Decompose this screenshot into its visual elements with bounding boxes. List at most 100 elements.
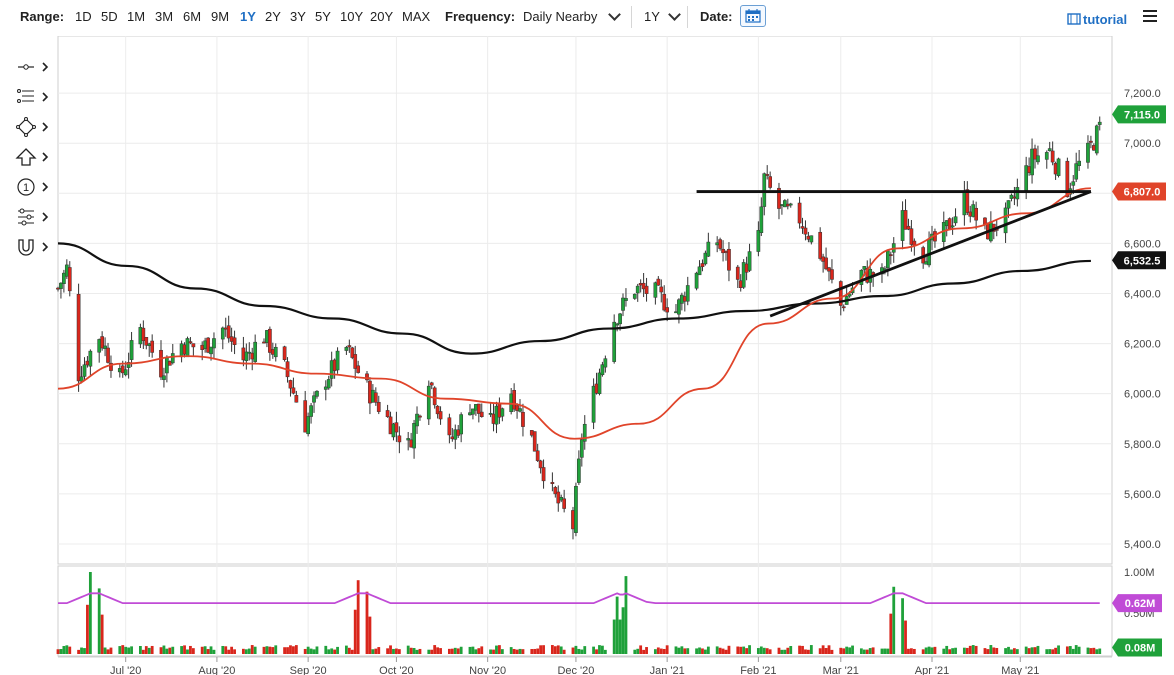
volume-bar-up: [559, 646, 563, 654]
volume-bar-down: [409, 647, 413, 654]
volume-bar-up: [509, 647, 513, 654]
range-button-3y[interactable]: 3Y: [290, 9, 306, 24]
price-badge-label: 6,532.5: [1124, 255, 1161, 267]
candle-up: [759, 206, 764, 233]
candle-up: [603, 358, 608, 368]
volume-bar-up: [848, 647, 852, 654]
candle-down: [476, 403, 481, 414]
y-tick-label: 5,800.0: [1124, 439, 1161, 451]
volume-bar-down: [456, 648, 460, 654]
range-button-6m[interactable]: 6M: [183, 9, 202, 24]
tutorial-link[interactable]: tutorial: [1067, 12, 1127, 27]
volume-bar-up: [500, 649, 504, 654]
candle-up: [703, 252, 708, 265]
volume-bar-down: [350, 649, 354, 654]
hamburger-menu-icon[interactable]: [1143, 10, 1157, 24]
candle-down: [841, 306, 846, 309]
annotation-tool-button[interactable]: 1: [14, 176, 50, 198]
candle-up: [615, 323, 619, 326]
range-button-1m[interactable]: 1M: [127, 9, 146, 24]
frequency-select[interactable]: Daily Nearby: [523, 9, 598, 24]
chevron-down-icon[interactable]: [668, 8, 681, 21]
candle-up: [1030, 148, 1034, 176]
volume-bar-up: [698, 647, 701, 654]
volume-bar-up: [324, 645, 328, 654]
candle-down: [365, 373, 369, 381]
candle-down: [659, 286, 664, 293]
y-tick-label: 7,200.0: [1124, 88, 1161, 100]
volume-bar-up: [427, 649, 431, 654]
magnet-tool-button[interactable]: [14, 236, 50, 258]
range-button-2y[interactable]: 2Y: [265, 9, 281, 24]
arrow-tool-button[interactable]: [14, 146, 50, 168]
range-button-max[interactable]: MAX: [402, 9, 431, 24]
candle-up: [247, 351, 252, 354]
volume-bar-up: [577, 648, 581, 654]
period-select[interactable]: 1Y: [644, 9, 660, 24]
volume-bar-down: [645, 647, 648, 654]
chevron-down-icon[interactable]: [608, 8, 621, 21]
candle-up: [209, 346, 213, 355]
range-button-10y[interactable]: 10Y: [340, 9, 364, 24]
volume-bar-down: [365, 591, 369, 654]
candle-up: [1086, 142, 1090, 163]
candle-down: [532, 431, 537, 452]
y-tick-label: 5,600.0: [1124, 489, 1161, 501]
volume-bar-up: [495, 645, 498, 654]
volume-bar-up: [612, 619, 616, 654]
x-tick-label: Sep '20: [290, 665, 327, 675]
volume-bar-down: [571, 647, 575, 654]
volume-bar-down: [595, 649, 598, 654]
indicator-tool-button[interactable]: [14, 206, 50, 228]
fibonacci-tool-button[interactable]: [14, 86, 50, 108]
volume-bar-up: [624, 576, 628, 654]
range-button-20y[interactable]: 20Y: [370, 9, 394, 24]
volume-bars: [56, 572, 1102, 654]
range-button-1d[interactable]: 1D: [75, 9, 92, 24]
candle-down: [206, 337, 210, 353]
volume-bar-up: [598, 645, 601, 654]
volume-bar-up: [615, 596, 619, 654]
crosshair-tool-button[interactable]: [14, 56, 50, 78]
candle-down: [838, 281, 843, 306]
price-chart[interactable]: 7,200.07,000.06,800.06,600.06,400.06,200…: [0, 36, 1174, 675]
volume-bar-down: [224, 646, 228, 654]
range-button-1y[interactable]: 1Y: [240, 9, 256, 24]
volume-bar-up: [1048, 649, 1052, 654]
volume-bar-up: [247, 648, 251, 654]
candle-up: [170, 353, 175, 364]
volume-bar-down: [659, 648, 663, 654]
volume-bar-down: [765, 648, 769, 654]
volume-bar-down: [121, 645, 125, 654]
candle-up: [82, 364, 87, 377]
range-button-9m[interactable]: 9M: [211, 9, 230, 24]
volume-bar-down: [386, 648, 389, 654]
range-button-5d[interactable]: 5D: [101, 9, 118, 24]
candle-up: [1074, 163, 1079, 180]
candle-up: [1006, 200, 1011, 209]
volume-bar-up: [1095, 649, 1099, 654]
y-tick-label: 6,000.0: [1124, 389, 1161, 401]
volume-bar-down: [159, 647, 163, 654]
volume-bar-up: [851, 645, 854, 654]
volume-bar-down: [333, 649, 337, 654]
chart-toolbar: Range: 1D 5D 1M 3M 6M 9M 1Y 2Y 3Y 5Y 10Y 20Y MAX Fre…: [0, 0, 1174, 36]
volume-bar-down: [530, 649, 534, 654]
volume-bar-up: [1071, 648, 1075, 654]
arrow-tool-icon: [15, 148, 49, 166]
volume-bar-up: [880, 648, 884, 654]
shape-tool-button[interactable]: [14, 116, 50, 138]
volume-bar-up: [371, 649, 375, 654]
range-button-3m[interactable]: 3M: [155, 9, 174, 24]
volume-bar-down: [1054, 647, 1057, 654]
x-tick-label: Jul '20: [110, 665, 141, 675]
volume-bar-down: [144, 646, 148, 654]
chart-area[interactable]: 7,200.07,000.06,800.06,600.06,400.06,200…: [0, 36, 1174, 675]
volume-bar-down: [100, 614, 104, 654]
date-picker-button[interactable]: [740, 5, 766, 27]
volume-bar-down: [550, 645, 554, 654]
volume-bar-down: [480, 646, 484, 654]
volume-bar-down: [250, 645, 254, 654]
range-button-5y[interactable]: 5Y: [315, 9, 331, 24]
volume-bar-down: [262, 646, 266, 654]
